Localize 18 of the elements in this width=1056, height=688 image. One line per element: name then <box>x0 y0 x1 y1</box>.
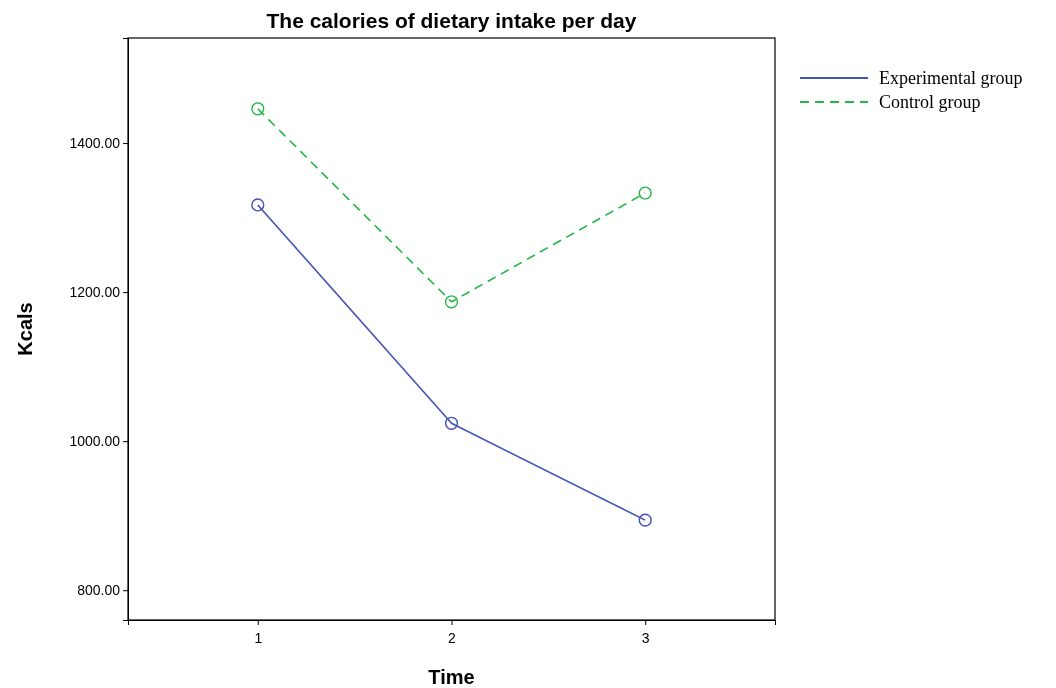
x-tick-label: 1 <box>254 630 263 647</box>
x-tick-label: 3 <box>641 630 650 647</box>
y-tick-label: 1000.00 <box>69 433 121 450</box>
point <box>251 102 265 116</box>
point <box>444 295 459 309</box>
x-axis-title: Time <box>428 666 475 688</box>
y-axis-title: Kcals <box>14 302 36 356</box>
y-tick-label: 1200.00 <box>69 284 121 301</box>
point <box>638 513 652 527</box>
legend-label: Experimental group <box>879 68 1023 88</box>
point <box>251 198 265 212</box>
point <box>444 416 459 430</box>
chart-title: The calories of dietary intake per day <box>266 9 637 32</box>
point <box>638 186 652 200</box>
y-tick-label: 800.00 <box>77 582 121 599</box>
x-tick-label: 2 <box>448 630 457 647</box>
legend-label: Control group <box>879 92 981 112</box>
y-tick-label: 1400.00 <box>69 135 121 152</box>
